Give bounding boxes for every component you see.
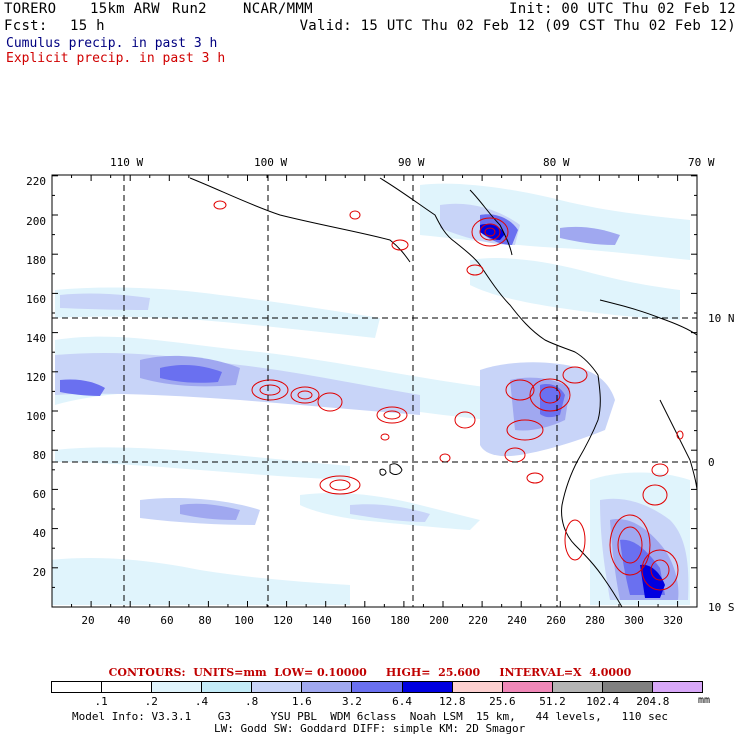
init-time: Init: 00 UTC Thu 02 Feb 12 [509,1,736,17]
explicit-contours [213,200,684,591]
lon-label-110w: 110 W [110,156,143,169]
lat-label-10s: 10 S [708,601,735,614]
run-label: Run2 [172,1,207,17]
color-legend-unit: mm [698,695,711,706]
x-tick-label: 60 [160,614,173,627]
y-tick-label: 180 [26,254,46,267]
contours-info: CONTOURS: UNITS=mm LOW= 0.10000 HIGH= 25… [108,666,632,679]
color-legend-label: 51.2 [539,695,566,708]
lon-label-100w: 100 W [254,156,287,169]
valid-time: Valid: 15 UTC Thu 02 Feb 12 (09 CST Thu … [299,18,736,34]
color-legend-label: 102.4 [586,695,620,708]
y-tick-label: 60 [33,488,46,501]
color-legend-label: 1.6 [291,695,312,708]
color-legend-swatch [152,682,203,692]
model-info-line-1: Model Info: V3.3.1 G3 YSU PBL WDM 6class… [72,710,669,723]
color-legend-swatch [202,682,253,692]
coastlines [189,177,697,607]
x-tick-label: 180 [390,614,410,627]
y-tick-label: 160 [26,293,46,306]
color-legend-label: .1 [94,695,108,708]
cumulus-title: Cumulus precip. in past 3 h [6,36,218,51]
y-tick-labels: 220 200 180 160 140 120 100 80 60 40 20 [26,175,46,579]
color-legend-label: 3.2 [341,695,362,708]
color-legend-swatch [602,682,653,692]
color-legend-labels: .1 .2 .4 .8 1.6 3.2 6.4 12.8 25.6 51.2 102.4 204.8 [0,695,740,709]
x-tick-label: 20 [81,614,94,627]
tick-marks [51,175,697,608]
color-legend-swatch [52,682,103,692]
y-tick-label: 220 [26,175,46,188]
color-legend-label: .8 [244,695,259,708]
x-tick-label: 260 [546,614,566,627]
color-legend-swatch [502,682,553,692]
x-tick-label: 320 [663,614,683,627]
map-field [52,175,697,607]
color-legend-label: 204.8 [636,695,670,708]
x-tick-label: 40 [117,614,130,627]
color-legend-swatch [252,682,303,692]
x-tick-label: 140 [312,614,332,627]
x-tick-label: 100 [234,614,254,627]
forecast-label: Fcst: [4,18,48,34]
color-legend-swatch [552,682,603,692]
x-tick-label: 120 [273,614,293,627]
color-legend-swatch [402,682,453,692]
lon-label-80w: 80 W [543,156,570,169]
lat-lon-grid [52,175,697,607]
y-tick-label: 200 [26,215,46,228]
resolution-label: 15km ARW [90,1,160,17]
x-tick-labels: 20 40 60 80 100 120 140 160 180 200 220 … [81,614,683,627]
cumulus-shading [52,183,690,605]
org-label: NCAR/MMM [243,1,313,17]
x-tick-label: 300 [624,614,644,627]
y-tick-label: 80 [33,449,46,462]
right-lat-labels: 10 N 0 10 S [708,312,735,614]
x-tick-label: 200 [429,614,449,627]
y-tick-label: 100 [26,410,46,423]
lat-label-0: 0 [708,456,715,469]
lon-label-90w: 90 W [398,156,425,169]
forecast-hours: 15 h [70,18,105,34]
x-tick-label: 220 [468,614,488,627]
color-legend-bar [51,681,703,693]
x-tick-label: 280 [585,614,605,627]
color-legend-swatch [102,682,153,692]
color-legend-swatch [452,682,503,692]
model-name: TORERO [4,1,57,17]
color-legend-swatch [302,682,353,692]
y-tick-label: 140 [26,332,46,345]
model-info-line-2: LW: Godd SW: Goddard DIFF: simple KM: 2D… [214,722,526,735]
color-legend-label: 25.6 [489,695,516,708]
lon-label-70w: 70 W [688,156,715,169]
x-tick-label: 160 [351,614,371,627]
color-legend-label: 6.4 [392,695,412,708]
x-tick-label: 80 [198,614,211,627]
color-legend-label: 12.8 [438,695,466,708]
color-legend-swatch [652,682,703,692]
color-legend-swatch [352,682,403,692]
color-legend-label: .2 [144,695,158,708]
x-tick-label: 240 [507,614,527,627]
y-tick-label: 40 [33,527,46,540]
y-tick-label: 120 [26,371,46,384]
explicit-title: Explicit precip. in past 3 h [6,51,226,66]
color-legend-label: .4 [194,695,209,708]
top-lon-labels: 110 W 100 W 90 W 80 W 70 W [110,156,715,169]
lat-label-10n: 10 N [708,312,735,325]
y-tick-label: 20 [33,566,46,579]
